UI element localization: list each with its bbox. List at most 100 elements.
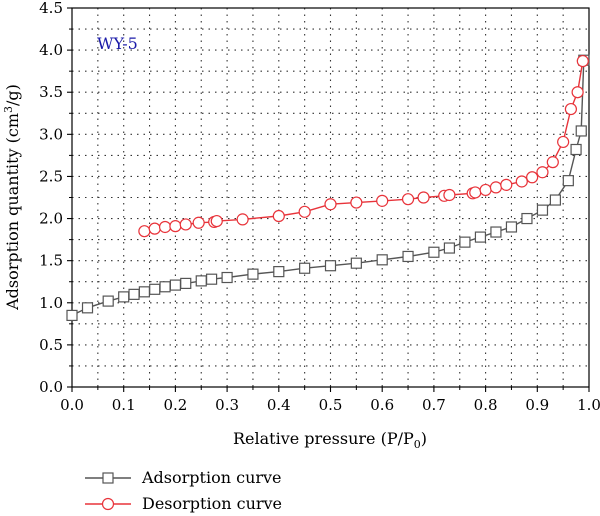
adsorption-point [324,260,337,272]
axis-ticks: 0.0 0.1 0.2 0.3 0.4 0.5 0.6 0.7 0.8 0.9 1.0 0.0 0.5 1… [39,0,600,414]
x-tick-label: 1.0 [577,396,600,414]
x-tick-label: 0.0 [60,396,84,414]
adsorption-point [562,175,574,187]
legend: Adsorption curve Desorption curve [85,468,282,513]
desorption-point [210,214,223,228]
desorption-point [158,220,172,234]
adsorption-point [247,268,259,280]
desorption-point [272,209,285,223]
adsorption-point [299,262,311,274]
desorption-point [500,178,513,191]
desorption-point [324,198,337,211]
adsorption-point [273,266,285,278]
desorption-point [169,220,182,233]
desorption-point [576,54,589,68]
desorption-point [443,188,456,202]
sample-label: WY-5 [97,34,138,53]
legend-item-desorption: Desorption curve [85,494,282,513]
y-axis-title-tail: /g) [3,84,22,106]
adsorption-point [169,279,181,291]
adsorption-point [376,254,388,266]
adsorption-point [221,271,233,284]
adsorption-point [575,125,587,137]
adsorption-point [195,275,207,287]
series-line-desorption-curve [144,60,584,232]
adsorption-point [474,231,487,243]
adsorption-point [149,283,161,295]
y-tick-label: 2.0 [39,210,63,228]
y-axis-title-superscript: 3 [2,106,15,113]
y-tick-label: 0.5 [39,336,63,354]
desorption-point [557,135,570,149]
y-tick-label: 4.5 [39,0,63,17]
adsorption-point [118,291,130,303]
desorption-point [148,222,161,235]
y-tick-label: 3.5 [39,83,63,101]
desorption-point [138,225,151,238]
x-tick-label: 0.7 [422,396,446,414]
adsorption-point [549,194,561,206]
x-tick-label: 0.9 [525,396,549,414]
x-tick-label: 0.2 [163,396,187,414]
adsorption-point [350,257,362,269]
adsorption-point [570,143,582,156]
desorption-point [515,175,528,188]
x-axis-title-subscript: 0 [414,438,421,451]
adsorption-point [138,286,150,298]
adsorption-point [66,309,78,322]
desorption-point [571,86,584,99]
x-tick-label: 0.5 [319,396,343,414]
desorption-point [236,213,249,226]
adsorption-point [159,281,171,293]
desorption-point [469,186,482,199]
x-tick-label: 0.3 [215,396,239,414]
x-tick-label: 0.8 [474,396,498,414]
y-tick-label: 1.5 [39,252,63,270]
desorption-point [489,181,503,194]
adsorption-point [205,273,218,285]
adsorption-point [180,277,192,290]
desorption-point [350,196,363,209]
desorption-point [417,191,430,204]
desorption-point [179,218,192,231]
x-tick-label: 0.6 [370,396,394,414]
legend-adsorption-marker [102,472,114,484]
series-layer [66,54,590,322]
adsorption-point [102,295,114,307]
legend-desorption-label: Desorption curve [142,494,282,513]
adsorption-point [402,250,414,263]
adsorption-point [428,246,440,258]
desorption-point [479,183,492,197]
adsorption-point [505,221,518,233]
adsorption-point [128,288,140,300]
legend-item-adsorption: Adsorption curve [85,468,282,487]
x-tick-label: 0.1 [112,396,136,414]
y-tick-label: 4.0 [39,41,63,59]
y-axis-title-main: Adsorption quantity (cm [3,113,22,311]
y-tick-label: 0.0 [39,378,63,396]
desorption-point [298,205,311,218]
adsorption-point [536,204,549,216]
adsorption-point [459,236,471,248]
legend-desorption-marker [101,497,115,511]
desorption-point [376,194,389,207]
desorption-point [536,166,549,179]
adsorption-point [521,212,533,225]
adsorption-point [443,242,456,254]
x-axis-title-tail: ) [421,429,427,448]
y-axis-title: Adsorption quantity (cm3/g) [2,84,22,311]
grid-lines [72,8,589,387]
desorption-point [192,216,205,229]
desorption-point [546,156,559,169]
desorption-point [564,102,578,116]
desorption-point [401,193,415,206]
x-axis-title-main: Relative pressure (P/P [233,429,414,448]
y-tick-label: 3.0 [39,125,63,143]
legend-adsorption-label: Adsorption curve [141,468,282,487]
adsorption-point [81,302,94,314]
x-tick-label: 0.4 [267,396,291,414]
y-tick-label: 2.5 [39,167,63,185]
adsorption-point [490,226,502,238]
y-tick-label: 1.0 [39,294,63,312]
